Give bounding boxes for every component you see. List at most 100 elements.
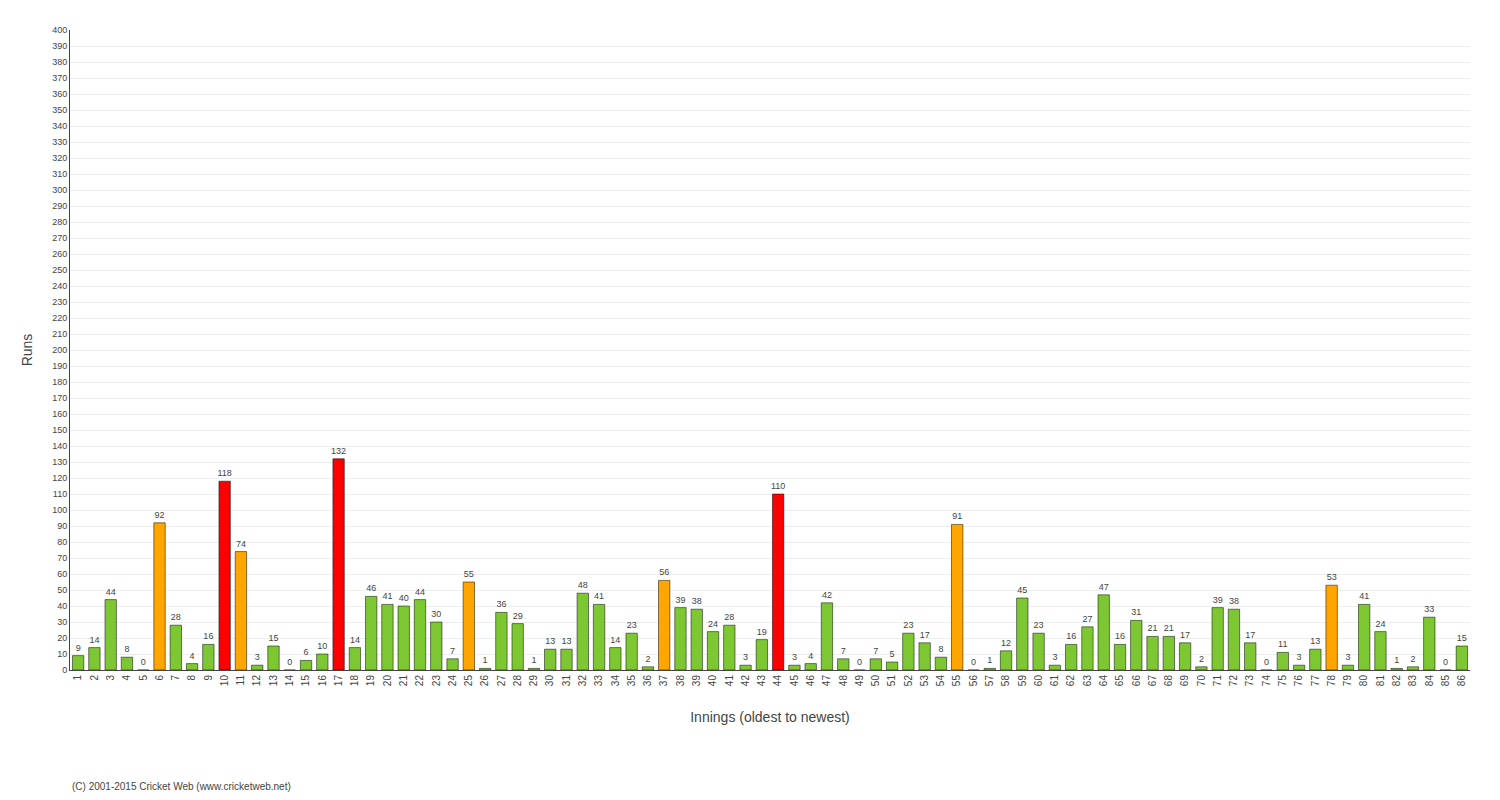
svg-text:85: 85 bbox=[1440, 675, 1451, 687]
svg-text:76: 76 bbox=[1293, 675, 1304, 687]
svg-text:9: 9 bbox=[203, 675, 214, 681]
svg-text:17: 17 bbox=[1245, 630, 1255, 640]
svg-text:10: 10 bbox=[317, 641, 327, 651]
svg-text:6: 6 bbox=[154, 675, 165, 681]
svg-text:82: 82 bbox=[1391, 675, 1402, 687]
svg-text:70: 70 bbox=[1196, 675, 1207, 687]
svg-text:42: 42 bbox=[822, 590, 832, 600]
svg-text:26: 26 bbox=[479, 675, 490, 687]
svg-text:75: 75 bbox=[1277, 675, 1288, 687]
svg-text:4: 4 bbox=[190, 651, 195, 661]
svg-text:13: 13 bbox=[268, 675, 279, 687]
svg-text:170: 170 bbox=[52, 393, 67, 403]
svg-text:13: 13 bbox=[545, 636, 555, 646]
svg-text:16: 16 bbox=[1066, 631, 1076, 641]
svg-text:5: 5 bbox=[138, 675, 149, 681]
svg-text:0: 0 bbox=[62, 665, 67, 675]
svg-text:72: 72 bbox=[1228, 675, 1239, 687]
svg-text:32: 32 bbox=[577, 675, 588, 687]
svg-text:45: 45 bbox=[1017, 585, 1027, 595]
svg-text:3: 3 bbox=[792, 652, 797, 662]
svg-text:77: 77 bbox=[1310, 675, 1321, 687]
svg-text:1: 1 bbox=[987, 655, 992, 665]
svg-text:42: 42 bbox=[740, 675, 751, 687]
svg-text:30: 30 bbox=[544, 675, 555, 687]
svg-text:1: 1 bbox=[1394, 655, 1399, 665]
svg-text:340: 340 bbox=[52, 121, 67, 131]
svg-text:300: 300 bbox=[52, 185, 67, 195]
svg-text:240: 240 bbox=[52, 281, 67, 291]
svg-text:190: 190 bbox=[52, 361, 67, 371]
svg-text:86: 86 bbox=[1456, 675, 1467, 687]
svg-text:41: 41 bbox=[1359, 591, 1369, 601]
svg-text:80: 80 bbox=[1358, 675, 1369, 687]
svg-text:390: 390 bbox=[52, 41, 67, 51]
svg-text:28: 28 bbox=[724, 612, 734, 622]
svg-text:Innings (oldest to newest): Innings (oldest to newest) bbox=[690, 709, 850, 725]
svg-text:2: 2 bbox=[645, 654, 650, 664]
svg-text:23: 23 bbox=[903, 620, 913, 630]
svg-text:53: 53 bbox=[1327, 572, 1337, 582]
svg-text:21: 21 bbox=[1148, 623, 1158, 633]
svg-text:36: 36 bbox=[496, 599, 506, 609]
svg-text:69: 69 bbox=[1179, 675, 1190, 687]
svg-text:66: 66 bbox=[1131, 675, 1142, 687]
svg-text:30: 30 bbox=[431, 609, 441, 619]
svg-text:7: 7 bbox=[450, 646, 455, 656]
svg-text:360: 360 bbox=[52, 89, 67, 99]
svg-text:45: 45 bbox=[789, 675, 800, 687]
svg-text:310: 310 bbox=[52, 169, 67, 179]
svg-text:7: 7 bbox=[170, 675, 181, 681]
svg-text:13: 13 bbox=[562, 636, 572, 646]
svg-text:78: 78 bbox=[1326, 675, 1337, 687]
svg-text:230: 230 bbox=[52, 297, 67, 307]
svg-text:200: 200 bbox=[52, 345, 67, 355]
svg-text:17: 17 bbox=[333, 675, 344, 687]
svg-text:70: 70 bbox=[57, 553, 67, 563]
svg-text:83: 83 bbox=[1407, 675, 1418, 687]
svg-text:3: 3 bbox=[255, 652, 260, 662]
svg-text:130: 130 bbox=[52, 457, 67, 467]
svg-text:0: 0 bbox=[857, 657, 862, 667]
svg-text:44: 44 bbox=[106, 587, 116, 597]
svg-text:380: 380 bbox=[52, 57, 67, 67]
svg-text:4: 4 bbox=[121, 675, 132, 681]
svg-text:330: 330 bbox=[52, 137, 67, 147]
svg-text:5: 5 bbox=[890, 649, 895, 659]
svg-text:1: 1 bbox=[483, 655, 488, 665]
svg-text:80: 80 bbox=[57, 537, 67, 547]
svg-text:27: 27 bbox=[1082, 614, 1092, 624]
svg-text:110: 110 bbox=[771, 481, 785, 491]
svg-text:24: 24 bbox=[447, 675, 458, 687]
svg-text:17: 17 bbox=[1180, 630, 1190, 640]
svg-text:0: 0 bbox=[971, 657, 976, 667]
svg-text:8: 8 bbox=[124, 644, 129, 654]
svg-text:36: 36 bbox=[642, 675, 653, 687]
svg-text:53: 53 bbox=[919, 675, 930, 687]
svg-text:84: 84 bbox=[1424, 675, 1435, 687]
svg-text:68: 68 bbox=[1163, 675, 1174, 687]
svg-text:47: 47 bbox=[821, 675, 832, 687]
svg-text:23: 23 bbox=[1034, 620, 1044, 630]
svg-text:11: 11 bbox=[235, 675, 246, 686]
svg-text:0: 0 bbox=[141, 657, 146, 667]
svg-text:0: 0 bbox=[287, 657, 292, 667]
svg-text:15: 15 bbox=[268, 633, 278, 643]
svg-text:2: 2 bbox=[1199, 654, 1204, 664]
svg-text:28: 28 bbox=[171, 612, 181, 622]
svg-text:31: 31 bbox=[1131, 607, 1141, 617]
svg-text:37: 37 bbox=[658, 675, 669, 687]
svg-text:27: 27 bbox=[496, 675, 507, 687]
svg-text:3: 3 bbox=[1297, 652, 1302, 662]
svg-text:30: 30 bbox=[57, 617, 67, 627]
svg-text:3: 3 bbox=[105, 675, 116, 681]
svg-text:71: 71 bbox=[1212, 675, 1223, 687]
svg-text:48: 48 bbox=[838, 675, 849, 687]
svg-text:31: 31 bbox=[561, 675, 572, 687]
svg-text:120: 120 bbox=[52, 473, 67, 483]
svg-text:51: 51 bbox=[886, 675, 897, 687]
svg-text:55: 55 bbox=[951, 675, 962, 687]
svg-text:18: 18 bbox=[349, 675, 360, 687]
svg-text:8: 8 bbox=[938, 644, 943, 654]
svg-text:(C) 2001-2015 Cricket Web (www: (C) 2001-2015 Cricket Web (www.cricketwe… bbox=[72, 781, 291, 792]
